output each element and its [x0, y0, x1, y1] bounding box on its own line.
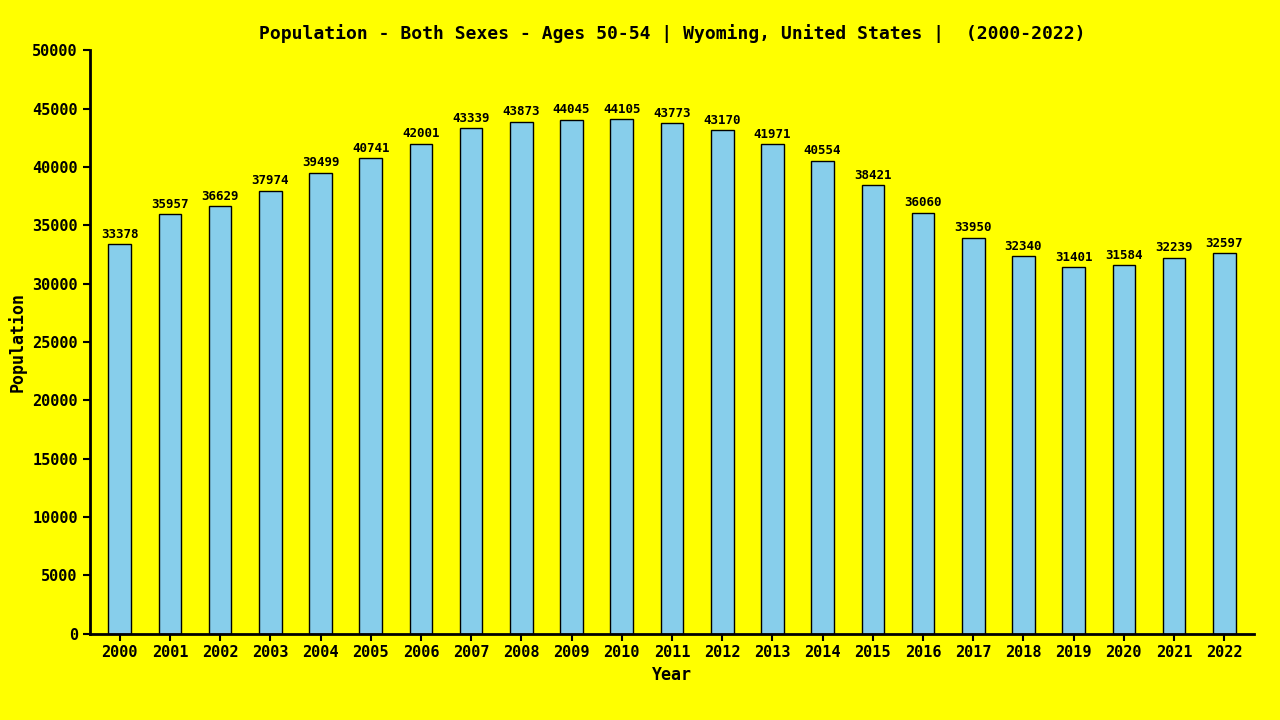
Bar — [511, 122, 532, 634]
Text: 40554: 40554 — [804, 144, 841, 157]
Bar — [911, 213, 934, 634]
Bar — [109, 244, 131, 634]
Bar — [660, 123, 684, 634]
Text: 44105: 44105 — [603, 103, 640, 116]
Bar — [360, 158, 381, 634]
X-axis label: Year: Year — [652, 666, 692, 684]
Bar — [209, 207, 232, 634]
Text: 31584: 31584 — [1105, 248, 1143, 261]
Title: Population - Both Sexes - Ages 50-54 | Wyoming, United States |  (2000-2022): Population - Both Sexes - Ages 50-54 | W… — [259, 24, 1085, 43]
Bar — [410, 144, 433, 634]
Bar — [710, 130, 733, 634]
Bar — [1213, 253, 1235, 634]
Bar — [259, 191, 282, 634]
Bar — [812, 161, 833, 634]
Bar — [762, 144, 783, 634]
Text: 32597: 32597 — [1206, 237, 1243, 250]
Bar — [1062, 267, 1085, 634]
Text: 36629: 36629 — [201, 190, 239, 203]
Text: 32340: 32340 — [1005, 240, 1042, 253]
Bar — [1162, 258, 1185, 634]
Bar — [611, 119, 634, 634]
Text: 37974: 37974 — [252, 174, 289, 187]
Text: 33950: 33950 — [955, 221, 992, 234]
Text: 32239: 32239 — [1156, 241, 1193, 254]
Text: 31401: 31401 — [1055, 251, 1092, 264]
Text: 43339: 43339 — [452, 112, 490, 125]
Y-axis label: Population: Population — [8, 292, 27, 392]
Text: 36060: 36060 — [904, 197, 942, 210]
Text: 41971: 41971 — [754, 127, 791, 140]
Bar — [1112, 265, 1135, 634]
Bar — [963, 238, 984, 634]
Bar — [310, 173, 332, 634]
Text: 33378: 33378 — [101, 228, 138, 240]
Bar — [159, 214, 182, 634]
Text: 43170: 43170 — [704, 114, 741, 127]
Text: 44045: 44045 — [553, 104, 590, 117]
Text: 43773: 43773 — [653, 107, 691, 120]
Text: 38421: 38421 — [854, 169, 892, 182]
Bar — [1012, 256, 1034, 634]
Text: 40741: 40741 — [352, 142, 389, 155]
Text: 35957: 35957 — [151, 198, 188, 211]
Text: 39499: 39499 — [302, 156, 339, 169]
Text: 42001: 42001 — [402, 127, 440, 140]
Bar — [561, 120, 582, 634]
Text: 43873: 43873 — [503, 105, 540, 118]
Bar — [861, 186, 884, 634]
Bar — [460, 128, 483, 634]
